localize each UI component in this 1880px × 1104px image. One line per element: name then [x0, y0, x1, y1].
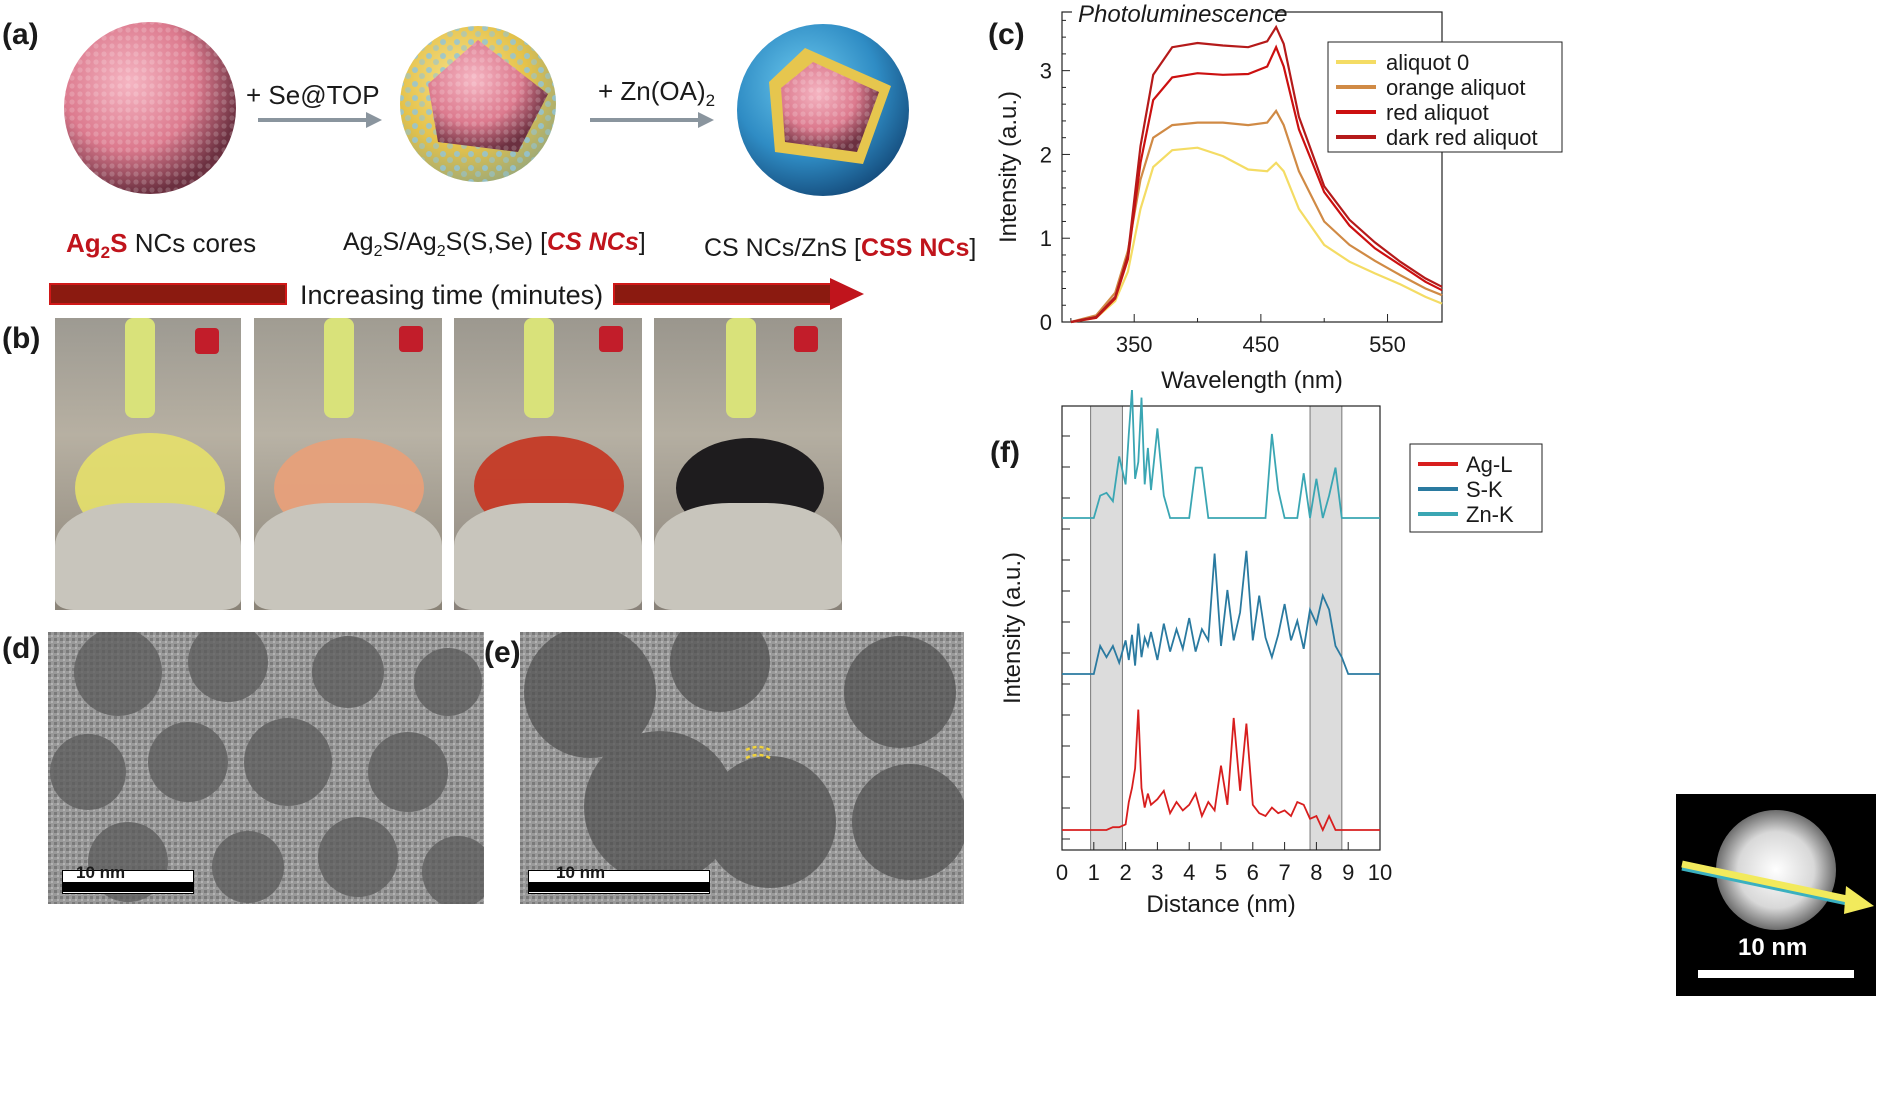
y-axis-label: Intensity (a.u.)	[999, 552, 1026, 704]
y-tick-label: 3	[1040, 59, 1052, 84]
css-caption: CS NCs/ZnS [CSS NCs]	[704, 234, 976, 263]
y-tick-label: 0	[1040, 310, 1052, 335]
legend-label: orange aliquot	[1386, 75, 1525, 100]
panel-label-a: (a)	[2, 18, 39, 52]
haadf-inset: 10 nm	[1676, 794, 1876, 996]
x-tick-label: 5	[1215, 860, 1227, 885]
y-axis-label: Intensity (a.u.)	[995, 91, 1022, 243]
y-tick-label: 2	[1040, 142, 1052, 167]
x-tick-label: 8	[1310, 860, 1322, 885]
legend-label: red aliquot	[1386, 100, 1489, 125]
x-tick-label: 10	[1368, 860, 1392, 885]
step2-arrow-icon	[588, 108, 718, 132]
core-sphere-illustration	[60, 18, 240, 198]
x-tick-label: 350	[1116, 332, 1153, 357]
scale-bar-d-fill	[62, 882, 194, 892]
chart-legend: Ag-LS-KZn-K	[1410, 444, 1542, 532]
legend-label: S-K	[1466, 477, 1503, 502]
scale-label-e: 10 nm	[556, 863, 605, 883]
legend-label: aliquot 0	[1386, 50, 1469, 75]
x-tick-label: 4	[1183, 860, 1195, 885]
step1-arrow-icon	[256, 108, 386, 132]
x-axis-label: Distance (nm)	[1146, 891, 1295, 918]
x-tick-label: 450	[1243, 332, 1280, 357]
step1-label: + Se@TOP	[246, 80, 380, 111]
reaction-photo-3	[454, 318, 642, 610]
x-tick-label: 0	[1056, 860, 1068, 885]
linescan-arrow-icon	[1676, 794, 1876, 996]
scale-label-f: 10 nm	[1738, 934, 1807, 962]
legend-label: Ag-L	[1466, 452, 1512, 477]
core-shell-shell-sphere-illustration	[735, 22, 911, 198]
series-line-aliquot-0	[1071, 148, 1442, 322]
x-tick-label: 6	[1247, 860, 1259, 885]
tem-image-e: 10 nm	[520, 632, 964, 904]
core-shell-sphere-illustration	[398, 24, 558, 184]
reaction-photo-2	[254, 318, 442, 610]
time-arrow-label: Increasing time (minutes)	[300, 280, 603, 311]
x-tick-label: 2	[1119, 860, 1131, 885]
legend-label: Zn-K	[1466, 502, 1514, 527]
scale-label-d: 10 nm	[76, 863, 125, 883]
y-tick-label: 1	[1040, 226, 1052, 251]
core-caption: Ag2S NCs cores	[66, 228, 256, 263]
scale-bar-f	[1698, 970, 1854, 978]
tem-image-d: 10 nm	[48, 632, 484, 904]
panel-label-d: (d)	[2, 632, 40, 666]
x-tick-label: 550	[1369, 332, 1406, 357]
reaction-photo-1	[55, 318, 241, 610]
cs-caption: Ag2S/Ag2S(S,Se) [CS NCs]	[343, 228, 646, 261]
eds-linescan-chart: 0 1 2 3 4 5 6 7 8 9 10 Distance (nm) Intensity (a.u.…	[990, 390, 1550, 1104]
shaded-region	[1310, 406, 1342, 850]
panel-label-b: (b)	[2, 322, 40, 356]
chart-title: Photoluminescence	[1078, 1, 1287, 28]
x-tick-label: 7	[1278, 860, 1290, 885]
legend-label: dark red aliquot	[1386, 125, 1538, 150]
x-tick-label: 9	[1342, 860, 1354, 885]
x-tick-label: 1	[1088, 860, 1100, 885]
scale-bar-e-fill	[528, 882, 710, 892]
reaction-photo-4	[654, 318, 842, 610]
x-tick-label: 3	[1151, 860, 1163, 885]
panel-label-e: (e)	[484, 636, 521, 670]
step2-label: + Zn(OA)2	[598, 76, 715, 111]
